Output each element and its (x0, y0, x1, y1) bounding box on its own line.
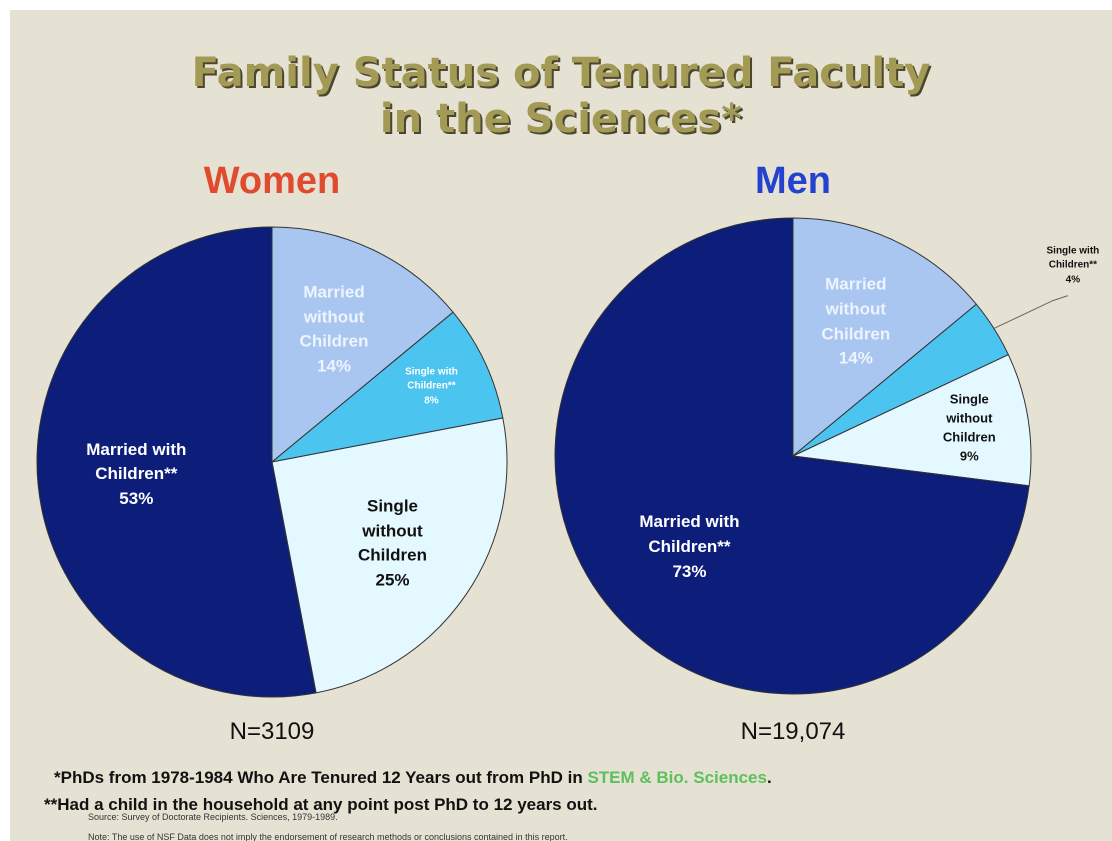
slice-name: Single without Children (358, 496, 427, 565)
slice-name: Married without Children (821, 275, 891, 344)
footnote-text: . (766, 768, 772, 787)
leader-line (993, 295, 1069, 329)
slice-value: 4% (1065, 273, 1081, 285)
slice-value: 25% (375, 570, 410, 590)
slice-name: Single with Children** (405, 366, 458, 392)
slice-name: Married with Children** (639, 512, 740, 556)
footnote: *PhDs from 1978-1984 Who Are Tenured 12 … (54, 768, 772, 788)
pie-slice (554, 217, 1030, 695)
slice-label: Married without Children 14% (801, 273, 912, 372)
pie-slice (792, 217, 978, 458)
slice-value: 9% (959, 447, 979, 463)
charts (36, 217, 1069, 698)
slice-name: Single without Children (942, 391, 996, 445)
slice-value: 14% (838, 349, 873, 369)
title-line: in the Sciences* (379, 96, 743, 142)
pie-title: Women (203, 160, 341, 202)
slide: Family Status of Tenured Faculty in the … (10, 10, 1112, 841)
footnote-text: *PhDs from 1978-1984 Who Are Tenured 12 … (54, 768, 588, 787)
footnote: **Had a child in the household at any po… (44, 795, 598, 814)
slice-label: Married without Children 14% (279, 281, 390, 380)
slice-name: Married with Children** (86, 439, 187, 484)
slice-value: 8% (424, 395, 439, 407)
footnote-highlight: STEM & Bio. Sciences (587, 768, 767, 787)
slice-label: Single with Children** 8% (399, 365, 464, 409)
slide-title: Family Status of Tenured Faculty in the … (10, 50, 1112, 142)
source: Source: Survey of Doctorate Recipients. … (88, 812, 338, 822)
sample-size: N=3109 (229, 718, 315, 745)
slice-name: Married without Children (299, 282, 369, 352)
slice-label: Married with Children** 73% (634, 510, 745, 584)
slice-value: 14% (317, 356, 352, 376)
slice-label: Single with Children** 4% (1040, 244, 1105, 288)
pie-slice (271, 311, 504, 463)
slice-value: 53% (119, 489, 154, 509)
slice-value: 73% (672, 561, 707, 581)
sample-size: N=19,074 (740, 718, 846, 745)
pie-slice (271, 417, 508, 694)
pie-slice (271, 226, 454, 464)
slice-label: Single without Children 25% (337, 495, 448, 594)
slice-label: Married with Children** 53% (81, 438, 192, 512)
pie-slice (36, 226, 317, 698)
pie-slice (791, 353, 1032, 487)
slice-name: Single with Children** (1046, 244, 1100, 271)
note: Note: The use of NSF Data does not imply… (88, 832, 568, 841)
pie-title: Men (755, 160, 831, 202)
slice-label: Single without Children 9% (927, 390, 1012, 465)
title-line: Family Status of Tenured Faculty (191, 50, 931, 96)
